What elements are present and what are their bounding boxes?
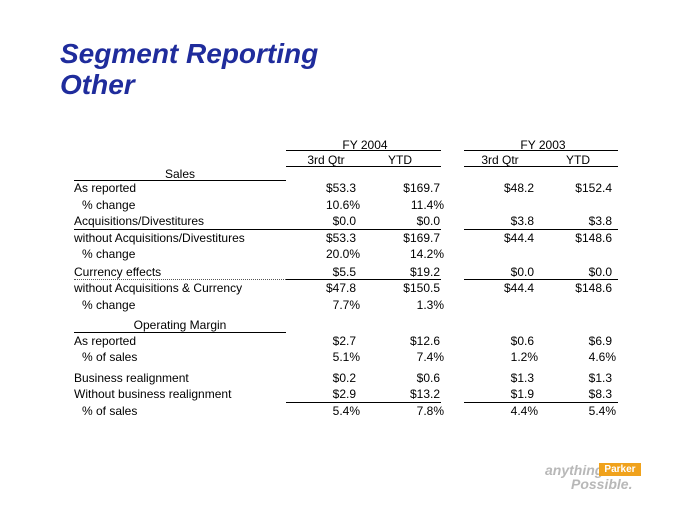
- logo-brand: Parker: [604, 464, 636, 475]
- header-ytd-2004: YTD: [388, 153, 412, 167]
- value-q-2004: 20.0%: [325, 247, 360, 261]
- header-fy2004: FY 2004: [342, 138, 388, 152]
- value-ytd-2003: 5.4%: [588, 404, 616, 418]
- value-q-2003: $44.4: [503, 231, 534, 245]
- rule-acq-2004: [286, 229, 441, 230]
- page-title: Segment Reporting Other: [60, 38, 318, 100]
- value-q-2004: $53.3: [325, 181, 356, 195]
- section-sales-rule: [74, 180, 286, 181]
- value-q-2003: $0.6: [510, 334, 534, 348]
- rule-currency-label: [74, 279, 286, 280]
- value-q-2004: 5.4%: [332, 404, 360, 418]
- value-q-2004: $0.2: [332, 371, 356, 385]
- row-label: without Acquisitions & Currency: [74, 281, 243, 295]
- row-label: % change: [82, 198, 136, 212]
- value-ytd-2004: $12.6: [409, 334, 440, 348]
- value-ytd-2004: 1.3%: [416, 298, 444, 312]
- title-line-1: Segment Reporting: [60, 38, 319, 69]
- value-ytd-2004: $19.2: [409, 265, 440, 279]
- value-ytd-2004: 7.8%: [416, 404, 444, 418]
- header-fy2003: FY 2003: [520, 138, 566, 152]
- row-label: % change: [82, 298, 136, 312]
- value-q-2003: 4.4%: [510, 404, 538, 418]
- value-ytd-2003: $148.6: [575, 281, 612, 295]
- value-ytd-2003: $3.8: [588, 214, 612, 228]
- row-label: % change: [82, 247, 136, 261]
- value-ytd-2003: 4.6%: [588, 350, 616, 364]
- value-q-2004: $5.5: [332, 265, 356, 279]
- value-q-2003: $1.3: [510, 371, 534, 385]
- value-ytd-2004: 7.4%: [416, 350, 444, 364]
- value-ytd-2004: 11.4%: [410, 198, 444, 212]
- logo-word-anything: anything: [545, 462, 604, 478]
- rule-realign-2003: [464, 402, 618, 403]
- header-rule-fy2003: [464, 150, 618, 151]
- value-q-2004: 5.1%: [332, 350, 360, 364]
- value-ytd-2004: $150.5: [403, 281, 440, 295]
- row-label: Acquisitions/Divestitures: [74, 214, 205, 228]
- row-label: Business realignment: [74, 371, 189, 385]
- section-operating-margin: Operating Margin: [133, 318, 227, 332]
- rule-acq-2003: [464, 229, 618, 230]
- row-label: % of sales: [82, 350, 138, 364]
- row-label: Without business realignment: [74, 387, 232, 401]
- value-ytd-2003: $148.6: [575, 231, 612, 245]
- parker-logo: anything Parker Possible.: [545, 462, 645, 496]
- value-q-2004: $47.8: [325, 281, 356, 295]
- value-ytd-2003: $152.4: [575, 181, 612, 195]
- value-q-2003: $3.8: [510, 214, 534, 228]
- value-q-2003: $48.2: [503, 181, 534, 195]
- section-margin-rule: [74, 332, 286, 333]
- value-ytd-2004: $169.7: [403, 231, 440, 245]
- logo-badge: Parker: [599, 463, 641, 476]
- value-q-2003: $44.4: [503, 281, 534, 295]
- value-ytd-2004: $13.2: [409, 387, 440, 401]
- value-ytd-2003: $0.0: [588, 265, 612, 279]
- value-ytd-2003: $1.3: [588, 371, 612, 385]
- header-rule-fy2004: [286, 150, 441, 151]
- value-ytd-2003: $6.9: [588, 334, 612, 348]
- header-q-2004: 3rd Qtr: [307, 153, 345, 167]
- value-q-2004: $2.9: [332, 387, 356, 401]
- value-q-2004: 7.7%: [332, 298, 360, 312]
- row-label: As reported: [74, 181, 137, 195]
- header-ytd-2003: YTD: [566, 153, 590, 167]
- logo-word-possible: Possible.: [571, 476, 633, 492]
- value-ytd-2004: $169.7: [403, 181, 440, 195]
- value-q-2003: $1.9: [510, 387, 534, 401]
- value-ytd-2003: $8.3: [588, 387, 612, 401]
- title-line-2: Other: [60, 69, 135, 100]
- value-q-2003: 1.2%: [510, 350, 538, 364]
- rule-currency-2004: [286, 279, 441, 280]
- value-q-2004: $2.7: [332, 334, 356, 348]
- row-label: without Acquisitions/Divestitures: [74, 231, 245, 245]
- row-label: As reported: [74, 334, 137, 348]
- value-ytd-2004: 14.2%: [409, 247, 444, 261]
- rule-realign-2004: [286, 402, 441, 403]
- value-q-2004: $0.0: [332, 214, 356, 228]
- header-q-2003: 3rd Qtr: [481, 153, 519, 167]
- value-q-2003: $0.0: [510, 265, 534, 279]
- value-q-2004: $53.3: [325, 231, 356, 245]
- value-ytd-2004: $0.0: [416, 214, 440, 228]
- section-sales: Sales: [164, 167, 196, 181]
- subheader-rule-fy2004: [286, 166, 441, 167]
- value-ytd-2004: $0.6: [416, 371, 440, 385]
- subheader-rule-fy2003: [464, 166, 618, 167]
- rule-acq-label: [74, 229, 286, 230]
- rule-currency-2003: [464, 279, 618, 280]
- value-q-2004: 10.6%: [325, 198, 360, 212]
- row-label: Currency effects: [74, 265, 162, 279]
- row-label: % of sales: [82, 404, 138, 418]
